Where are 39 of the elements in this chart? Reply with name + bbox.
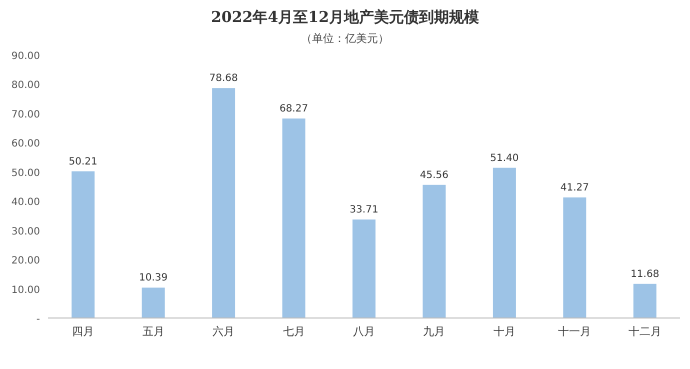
chart-subtitle: （单位：亿美元） <box>301 32 389 45</box>
data-label: 68.27 <box>279 104 308 114</box>
y-tick-label: 90.00 <box>11 51 40 62</box>
bar <box>72 171 95 318</box>
bar <box>492 168 516 318</box>
data-label: 50.21 <box>68 156 98 168</box>
y-tick-label: 60.00 <box>11 138 40 150</box>
data-label: 45.56 <box>420 170 449 181</box>
data-label: 41.27 <box>560 182 589 194</box>
bar <box>633 284 656 318</box>
x-tick-label: 十二月 <box>628 325 662 338</box>
y-tick-label: 80.00 <box>11 80 40 92</box>
bar <box>282 118 306 318</box>
x-tick-label: 六月 <box>212 325 235 338</box>
y-tick-label: 20.00 <box>11 256 40 267</box>
bar <box>422 184 446 318</box>
y-tick-label: 10.00 <box>11 284 40 296</box>
bar <box>212 88 236 318</box>
data-label: 11.68 <box>630 268 660 280</box>
x-tick-label: 九月 <box>423 325 446 338</box>
y-tick-label: 30.00 <box>11 226 40 238</box>
y-tick-label: 40.00 <box>11 197 40 208</box>
x-tick-label: 八月 <box>353 325 375 338</box>
x-tick-label: 七月 <box>282 325 305 338</box>
y-tick-label: 70.00 <box>11 109 40 120</box>
x-tick-label: 五月 <box>142 325 164 338</box>
data-label: 10.39 <box>139 272 168 284</box>
x-tick-label: 十一月 <box>558 325 592 338</box>
x-tick-label: 十月 <box>493 325 516 338</box>
data-label: 78.68 <box>209 73 238 84</box>
chart-title: 2022年4月至12月地产美元债到期规模 <box>210 8 480 26</box>
data-label: 51.40 <box>490 152 519 164</box>
bar <box>563 197 586 318</box>
x-tick-label: 四月 <box>72 325 94 338</box>
bar <box>142 288 165 318</box>
bar <box>352 219 376 318</box>
y-tick-label: - <box>36 314 40 325</box>
y-tick-label: 50.00 <box>11 168 40 179</box>
data-label: 33.71 <box>350 204 378 216</box>
